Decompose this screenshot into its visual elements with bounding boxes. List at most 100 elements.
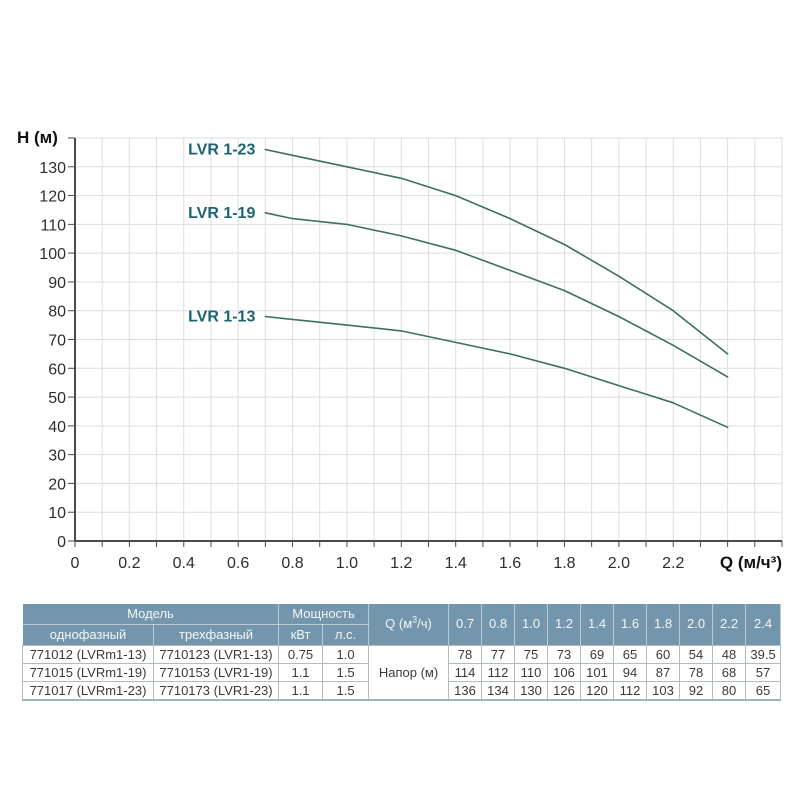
svg-text:90: 90 (48, 275, 66, 292)
head-value-cell: 136 (448, 681, 483, 701)
y-axis-title: H (м) (17, 128, 58, 147)
head-value-cell: 126 (547, 681, 582, 701)
header-flow-value: 0.8 (481, 603, 516, 646)
power-hp-cell: 1.5 (322, 681, 370, 701)
head-value-cell: 112 (481, 663, 516, 682)
x-axis-title: Q (м/ч³) (720, 553, 782, 572)
header-flow-value: 1.4 (580, 603, 615, 646)
svg-text:1.8: 1.8 (553, 555, 575, 572)
power-kw-cell: 1.1 (278, 663, 324, 682)
head-value-cell: 106 (547, 663, 582, 682)
spec-row: 771017 (LVRm1-23) 7710173 (LVR1-23) 1.1 1.5… (22, 681, 782, 701)
head-value-cell: 65 (745, 681, 782, 701)
header-three-phase: трехфазный (152, 624, 280, 646)
spec-table-head: Модель Мощность Q (м3/ч) 0.7 0.8 1.0 1.2 1.4 1.6… (21, 603, 782, 646)
head-value-cell: 78 (448, 645, 483, 664)
three-phase-model-cell: 7710173 (LVR1-23) (152, 681, 280, 701)
svg-text:100: 100 (39, 246, 66, 263)
header-flow-value: 1.2 (547, 603, 582, 646)
head-value-cell: 68 (712, 663, 747, 682)
svg-text:2.2: 2.2 (662, 555, 684, 572)
spec-table-body: 771012 (LVRm1-13) 7710123 (LVR1-13) 0.75 1.… (22, 645, 782, 701)
svg-text:1.4: 1.4 (445, 555, 467, 572)
header-flow-value: 2.4 (745, 603, 782, 646)
svg-text:0.6: 0.6 (227, 555, 249, 572)
header-flow-value: 1.8 (646, 603, 681, 646)
single-phase-model-cell: 771015 (LVRm1-19) (22, 663, 154, 682)
head-value-cell: 134 (481, 681, 516, 701)
power-hp-cell: 1.0 (322, 645, 370, 664)
header-power-group: Мощность (278, 603, 370, 625)
single-phase-model-cell: 771017 (LVRm1-23) (22, 681, 154, 701)
svg-text:1.2: 1.2 (390, 555, 412, 572)
svg-text:120: 120 (39, 189, 66, 206)
head-value-cell: 114 (448, 663, 483, 682)
svg-text:1.6: 1.6 (499, 555, 521, 572)
power-kw-cell: 1.1 (278, 681, 324, 701)
pump-performance-chart: 0 0.2 0.4 0.6 0.8 1.0 1.2 1.4 1.6 1.8 2.0 2.2 0 10 20 3… (17, 128, 783, 572)
svg-text:30: 30 (48, 448, 66, 465)
header-flow-value: 2.0 (679, 603, 714, 646)
head-value-cell: 92 (679, 681, 714, 701)
three-phase-model-cell: 7710123 (LVR1-13) (152, 645, 280, 664)
svg-text:40: 40 (48, 419, 66, 436)
pump-spec-table: Модель Мощность Q (м3/ч) 0.7 0.8 1.0 1.2 1.4 1.6… (21, 603, 782, 701)
head-value-cell: 87 (646, 663, 681, 682)
head-value-cell: 60 (646, 645, 681, 664)
svg-text:0.4: 0.4 (173, 555, 195, 572)
head-value-cell: 110 (514, 663, 549, 682)
header-hp: л.с. (322, 624, 370, 646)
header-model-group: Модель (21, 603, 280, 625)
three-phase-model-cell: 7710153 (LVR1-19) (152, 663, 280, 682)
head-value-cell: 103 (646, 681, 681, 701)
head-value-cell: 69 (580, 645, 615, 664)
spec-row: 771015 (LVRm1-19) 7710153 (LVR1-19) 1.1 1.5… (22, 663, 782, 682)
curve-lvr-1-19 (264, 212, 729, 378)
head-value-cell: 101 (580, 663, 615, 682)
header-flow-value: 1.6 (613, 603, 648, 646)
header-kw: кВт (278, 624, 324, 646)
head-value-cell: 77 (481, 645, 516, 664)
head-value-cell: 78 (679, 663, 714, 682)
head-value-cell: 73 (547, 645, 582, 664)
svg-text:0: 0 (57, 534, 66, 551)
head-value-cell: 94 (613, 663, 648, 682)
svg-text:110: 110 (40, 217, 66, 234)
hq-chart-svg: 0 0.2 0.4 0.6 0.8 1.0 1.2 1.4 1.6 1.8 2.0 2.2 0 10 20 3… (17, 128, 783, 572)
x-tick-labels: 0 0.2 0.4 0.6 0.8 1.0 1.2 1.4 1.6 1.8 2.0 2.2 (71, 555, 685, 572)
header-flow: Q (м3/ч) (368, 603, 450, 646)
power-hp-cell: 1.5 (322, 663, 370, 682)
svg-text:0.8: 0.8 (281, 555, 303, 572)
curve-lvr-1-13 (264, 315, 729, 429)
power-kw-cell: 0.75 (278, 645, 324, 664)
svg-text:20: 20 (48, 476, 66, 493)
svg-text:10: 10 (48, 505, 66, 522)
curve-lvr-1-23 (264, 148, 729, 355)
y-tick-labels: 0 10 20 30 40 50 60 70 80 90 100 110 120 130 (39, 160, 66, 551)
svg-text:0: 0 (71, 555, 80, 572)
header-flow-value: 1.0 (514, 603, 549, 646)
single-phase-model-cell: 771012 (LVRm1-13) (22, 645, 154, 664)
curve-label-lvr-1-13: LVR 1-13 (188, 308, 255, 325)
svg-text:2.0: 2.0 (608, 555, 630, 572)
head-row-label-cell: Напор (м) (368, 645, 450, 701)
head-value-cell: 48 (712, 645, 747, 664)
head-value-cell: 80 (712, 681, 747, 701)
gridlines (75, 137, 783, 541)
tick-marks (68, 137, 783, 547)
header-single-phase: однофазный (22, 624, 154, 646)
svg-text:0.2: 0.2 (118, 555, 140, 572)
svg-text:130: 130 (39, 160, 66, 177)
head-value-cell: 57 (745, 663, 782, 682)
head-value-cell: 75 (514, 645, 549, 664)
svg-text:60: 60 (48, 361, 66, 378)
head-value-cell: 65 (613, 645, 648, 664)
svg-text:1.0: 1.0 (336, 555, 358, 572)
head-value-cell: 54 (679, 645, 714, 664)
head-value-cell: 130 (514, 681, 549, 701)
svg-text:80: 80 (48, 304, 66, 321)
header-flow-value: 0.7 (448, 603, 483, 646)
svg-text:70: 70 (48, 333, 66, 350)
svg-text:50: 50 (48, 390, 66, 407)
head-value-cell: 39.5 (745, 645, 782, 664)
